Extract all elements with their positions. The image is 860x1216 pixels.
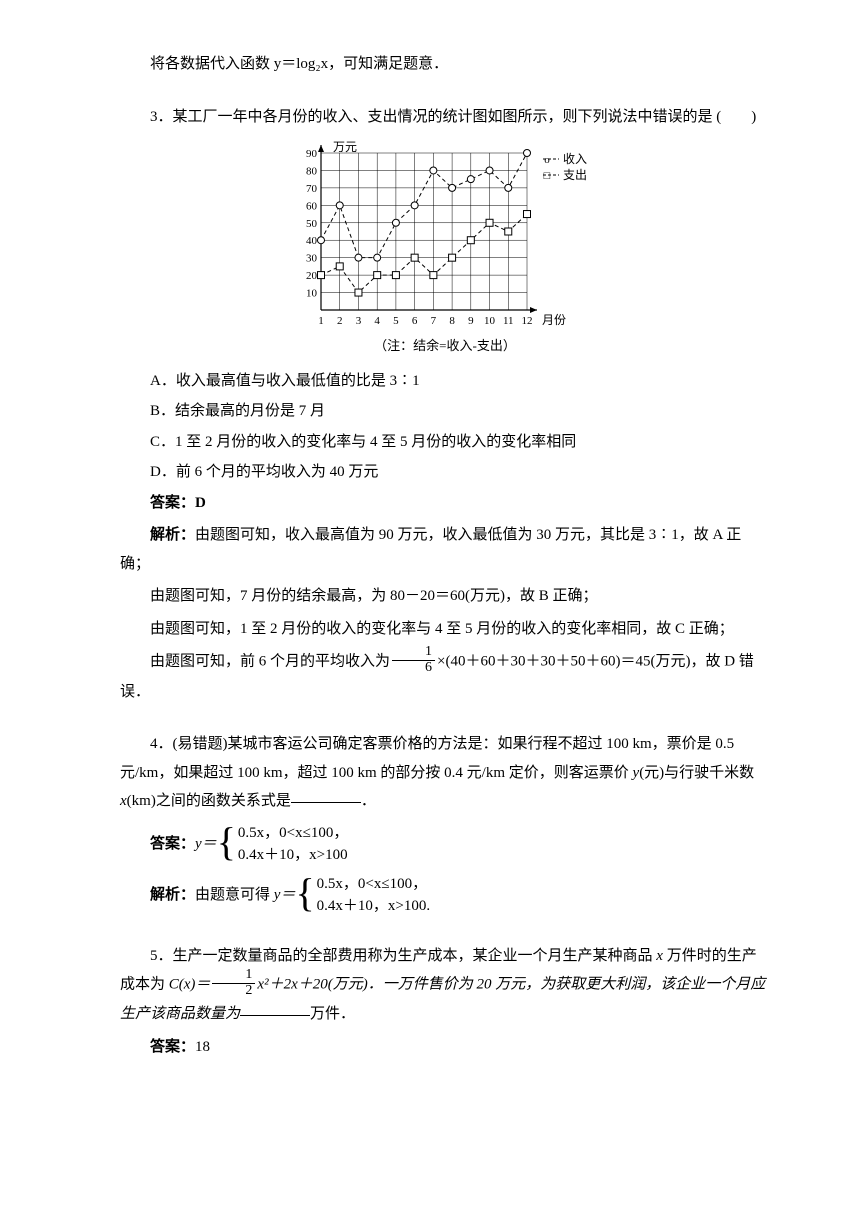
svg-text:9: 9 — [468, 315, 474, 327]
svg-text:收入: 收入 — [563, 152, 587, 166]
q3-answer: 答案：D — [120, 489, 770, 518]
svg-text:60: 60 — [306, 200, 318, 212]
q3-stem: 3．某工厂一年中各月份的收入、支出情况的统计图如图所示，则下列说法中错误的是 (… — [120, 103, 770, 132]
q3-option-b: B．结余最高的月份是 7 月 — [120, 397, 770, 426]
svg-text:万元: 万元 — [333, 140, 357, 154]
brace-icon: { — [295, 873, 314, 913]
q3-exp-frac-pre: 由题图可知，前 6 个月的平均收入为 — [150, 654, 390, 670]
piece-row-1: 0.5x，0<x≤100， — [317, 873, 430, 896]
svg-text:5: 5 — [393, 315, 399, 327]
svg-text:10: 10 — [484, 315, 496, 327]
piece-row-2: 0.4x＋10，x>100. — [317, 895, 430, 918]
q4-x-var: x — [120, 793, 127, 809]
brace-icon: { — [217, 822, 236, 862]
q5-stem: 5．生产一定数量商品的全部费用称为生产成本，某企业一个月生产某种商品 x 万件时… — [120, 942, 770, 1029]
q5-x-var: x — [656, 948, 663, 964]
intro-line: 将各数据代入函数 y＝log₂x，可知满足题意． — [120, 50, 770, 79]
frac-num: 1 — [392, 645, 435, 661]
q3-option-d: D．前 6 个月的平均收入为 40 万元 — [120, 458, 770, 487]
svg-text:40: 40 — [306, 235, 318, 247]
fraction: 12 — [212, 968, 255, 998]
piece-row-1: 0.5x，0<x≤100， — [238, 822, 348, 845]
svg-text:o: o — [544, 154, 550, 166]
piecewise: { 0.5x，0<x≤100， 0.4x＋10，x>100. — [295, 873, 430, 918]
svg-text:月份: 月份 — [542, 313, 566, 327]
svg-text:10: 10 — [306, 288, 318, 300]
svg-text:11: 11 — [503, 315, 514, 327]
answer-label: 答案： — [150, 1039, 195, 1055]
q4-stem-c: (km)之间的函数关系式是 — [127, 793, 291, 809]
svg-text:90: 90 — [306, 148, 318, 160]
blank-fill — [291, 788, 361, 803]
q5-unit: 万件． — [310, 1006, 355, 1022]
piecewise-lhs: y＝ — [195, 836, 217, 852]
q4-exp: 解析：由题意可得 y＝ { 0.5x，0<x≤100， 0.4x＋10，x>10… — [150, 871, 770, 920]
frac-den: 6 — [392, 661, 435, 676]
piecewise: { 0.5x，0<x≤100， 0.4x＋10，x>100 — [217, 822, 349, 867]
q3-chart: 102030405060708090123456789101112万元月份o收入… — [120, 137, 770, 359]
q3-exp-3: 由题图可知，1 至 2 月份的收入的变化率与 4 至 5 月份的收入的变化率相同… — [120, 615, 770, 644]
svg-text:70: 70 — [306, 183, 318, 195]
q5-answer-value: 18 — [195, 1039, 210, 1055]
q3-exp-line-0: 由题图可知，收入最高值为 90 万元，收入最低值为 30 万元，其比是 3∶1，… — [120, 527, 741, 572]
svg-text:支出: 支出 — [563, 168, 587, 182]
q3-answer-value: D — [195, 495, 206, 511]
piece-row-2: 0.4x＋10，x>100 — [238, 844, 348, 867]
svg-text:4: 4 — [374, 315, 380, 327]
svg-text:□: □ — [544, 170, 551, 182]
q3-exp-1: 解析：由题图可知，收入最高值为 90 万元，收入最低值为 30 万元，其比是 3… — [120, 521, 770, 578]
q5-answer: 答案：18 — [120, 1033, 770, 1062]
fraction: 16 — [392, 645, 435, 675]
answer-label: 答案： — [150, 495, 195, 511]
exp-label: 解析： — [150, 527, 195, 543]
svg-text:7: 7 — [431, 315, 437, 327]
svg-text:12: 12 — [522, 315, 533, 327]
svg-text:3: 3 — [356, 315, 362, 327]
q3-chart-caption: （注：结余=收入-支出） — [120, 334, 770, 359]
frac-num: 1 — [212, 968, 255, 984]
q3-option-c: C．1 至 2 月份的收入的变化率与 4 至 5 月份的收入的变化率相同 — [120, 428, 770, 457]
q5-stem-a: 5．生产一定数量商品的全部费用称为生产成本，某企业一个月生产某种商品 — [150, 948, 656, 964]
svg-text:20: 20 — [306, 270, 318, 282]
q4-period: ． — [361, 793, 376, 809]
svg-text:1: 1 — [318, 315, 324, 327]
q3-chart-svg: 102030405060708090123456789101112万元月份o收入… — [285, 137, 605, 332]
svg-text:30: 30 — [306, 253, 318, 265]
svg-text:8: 8 — [449, 315, 455, 327]
exp-label: 解析： — [150, 887, 195, 903]
q5-cost-fn-a: C(x)＝ — [169, 977, 211, 993]
q4-stem: 4．(易错题)某城市客运公司确定客票价格的方法是：如果行程不超过 100 km，… — [120, 730, 770, 816]
svg-text:80: 80 — [306, 165, 318, 177]
piecewise-lhs: y＝ — [274, 887, 296, 903]
q3-exp-4: 由题图可知，前 6 个月的平均收入为16×(40＋60＋30＋30＋50＋60)… — [120, 647, 770, 706]
svg-text:50: 50 — [306, 218, 318, 230]
q4-answer: 答案：y＝ { 0.5x，0<x≤100， 0.4x＋10，x>100 — [150, 820, 770, 869]
svg-text:2: 2 — [337, 315, 343, 327]
q3-exp-2: 由题图可知，7 月份的结余最高，为 80－20＝60(万元)，故 B 正确； — [120, 582, 770, 611]
blank-fill — [240, 1001, 310, 1016]
q4-exp-lead: 由题意可得 — [195, 887, 274, 903]
svg-text:6: 6 — [412, 315, 418, 327]
frac-den: 2 — [212, 984, 255, 999]
q4-stem-b: (元)与行驶千米数 — [639, 765, 754, 781]
answer-label: 答案： — [150, 836, 195, 852]
q3-option-a: A．收入最高值与收入最低值的比是 3∶1 — [120, 367, 770, 396]
